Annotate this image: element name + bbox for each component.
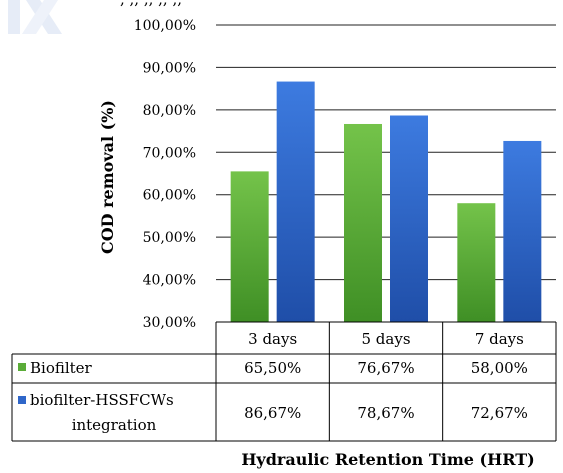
y-tick-label: 40,00% [143,273,196,289]
y-tick-label: 70,00% [143,145,196,161]
bar [344,123,382,322]
legend-key-biofilter [18,363,26,371]
table-value: 86,67% [244,404,301,422]
table-value: 76,67% [357,359,414,377]
table-value: 65,50% [244,359,301,377]
table-value: 72,67% [471,404,528,422]
x-axis-title: Hydraulic Retention Time (HRT) [241,450,534,469]
legend-key-integration [18,396,26,404]
x-tick-label: 5 days [361,330,410,348]
legend-label: integration [72,416,157,434]
legend-label: biofilter-HSSFCWs [30,391,174,409]
bar [457,203,496,322]
y-tick-label: 50,00% [143,230,196,246]
table-value: 78,67% [357,404,414,422]
y-tick-label: 80,00% [143,103,196,119]
y-tick-label: 90,00% [143,60,196,76]
table-value: 58,00% [471,359,528,377]
watermark-logo [8,0,62,34]
y-tick-label: 100,00% [134,18,196,34]
x-tick-label: 7 days [475,330,524,348]
bar [276,81,315,323]
x-tick-label: 3 days [248,330,297,348]
bar [503,140,542,322]
bar [390,115,428,322]
top-cut-text: , ,, ,, ,, ,, [120,0,182,8]
legend-label: Biofilter [30,359,93,377]
y-tick-label: 30,00% [143,315,196,331]
bar [230,171,269,322]
y-axis-title: COD removal (%) [98,100,117,254]
y-tick-label: 60,00% [143,188,196,204]
